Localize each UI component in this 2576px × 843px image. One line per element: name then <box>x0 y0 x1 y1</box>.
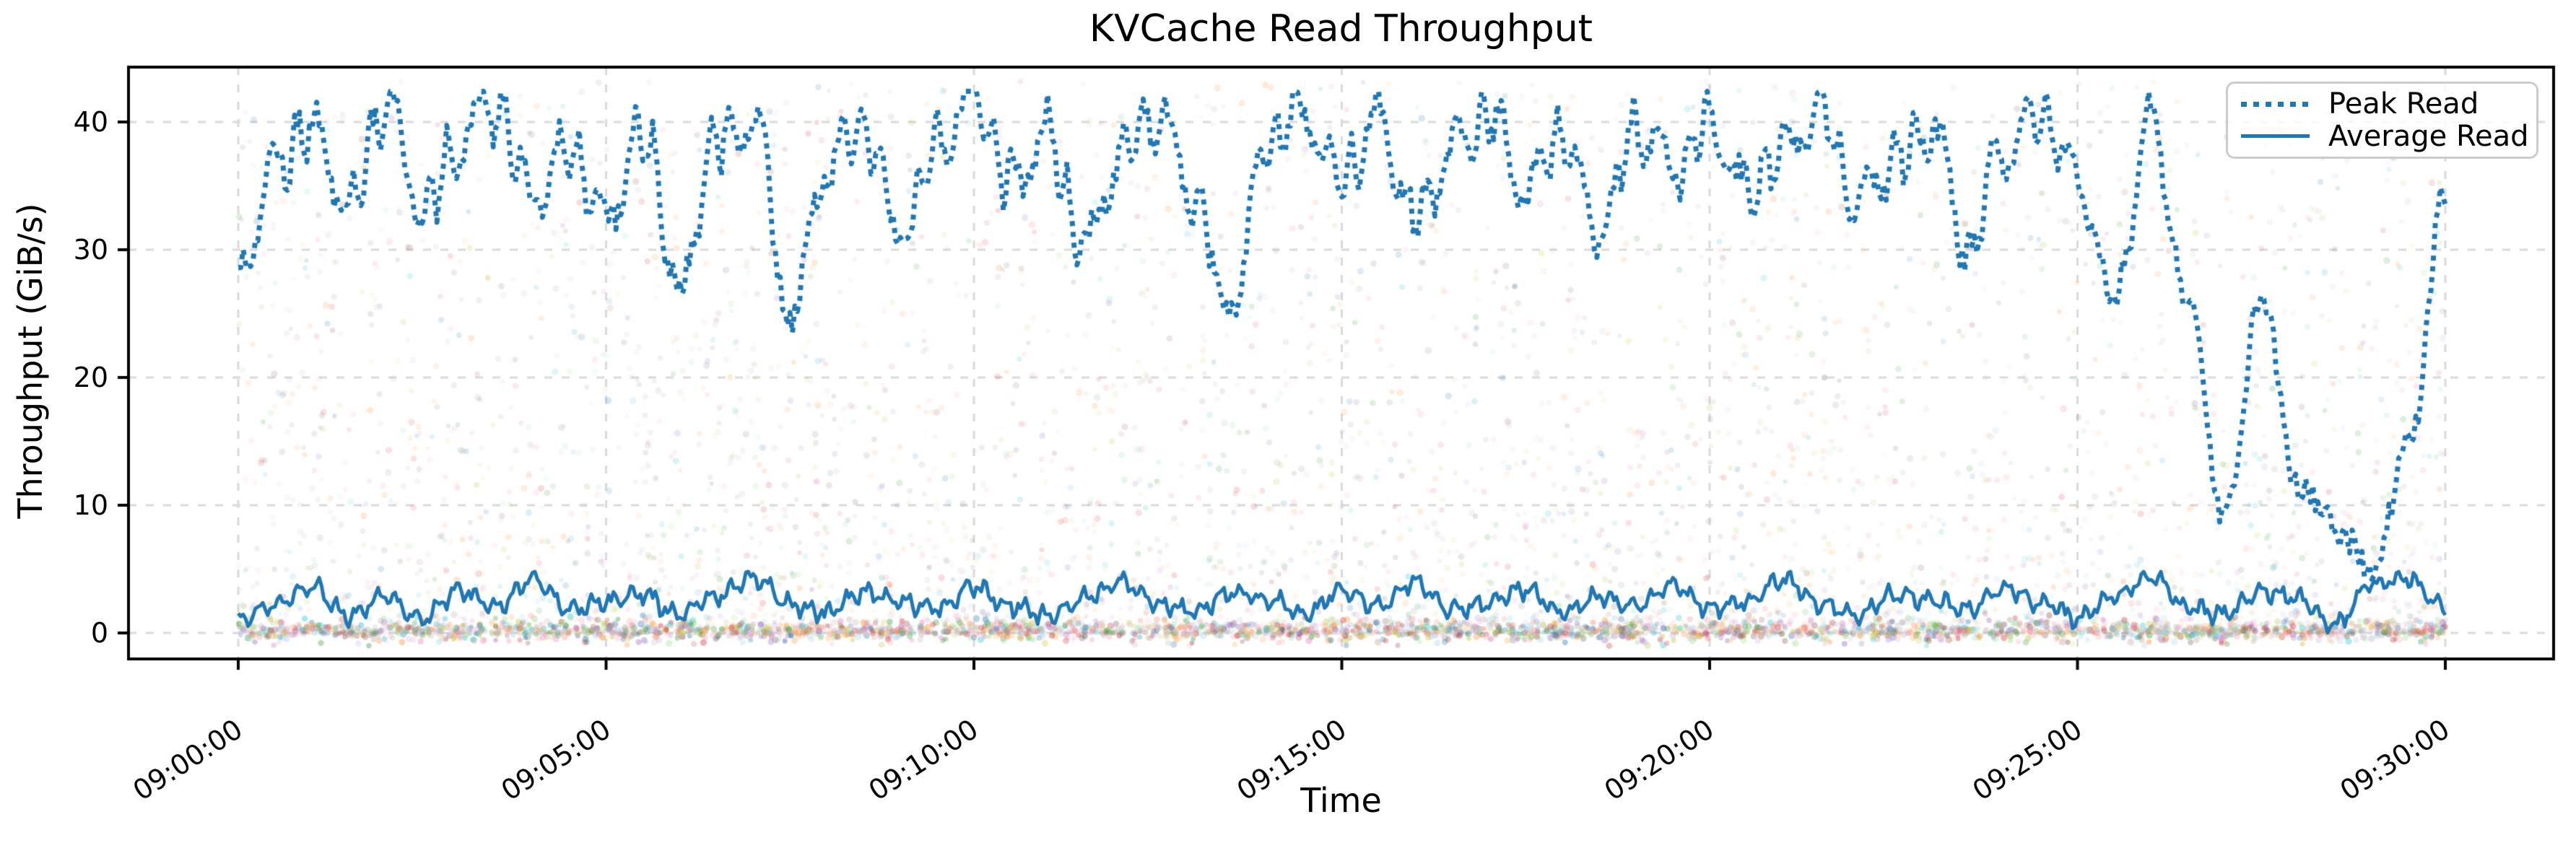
chart-title: KVCache Read Throughput <box>1089 7 1593 51</box>
legend-label-average-read: Average Read <box>2328 119 2529 153</box>
legend-row-peak-read: Peak Read <box>2241 88 2523 120</box>
y-tick-label: 10 <box>73 489 108 521</box>
x-axis-label: Time <box>1300 781 1382 820</box>
y-tick-label: 0 <box>90 617 108 649</box>
peak-read-dotted-line-sample <box>2241 101 2310 107</box>
legend: Peak Read Average Read <box>2226 82 2538 159</box>
legend-label-peak-read: Peak Read <box>2328 87 2479 121</box>
y-tick-label: 20 <box>73 362 108 393</box>
average-read-solid-line-sample <box>2241 134 2310 139</box>
y-tick-label: 40 <box>73 106 108 138</box>
legend-row-average-read: Average Read <box>2241 121 2528 152</box>
y-tick-label: 30 <box>73 234 108 266</box>
